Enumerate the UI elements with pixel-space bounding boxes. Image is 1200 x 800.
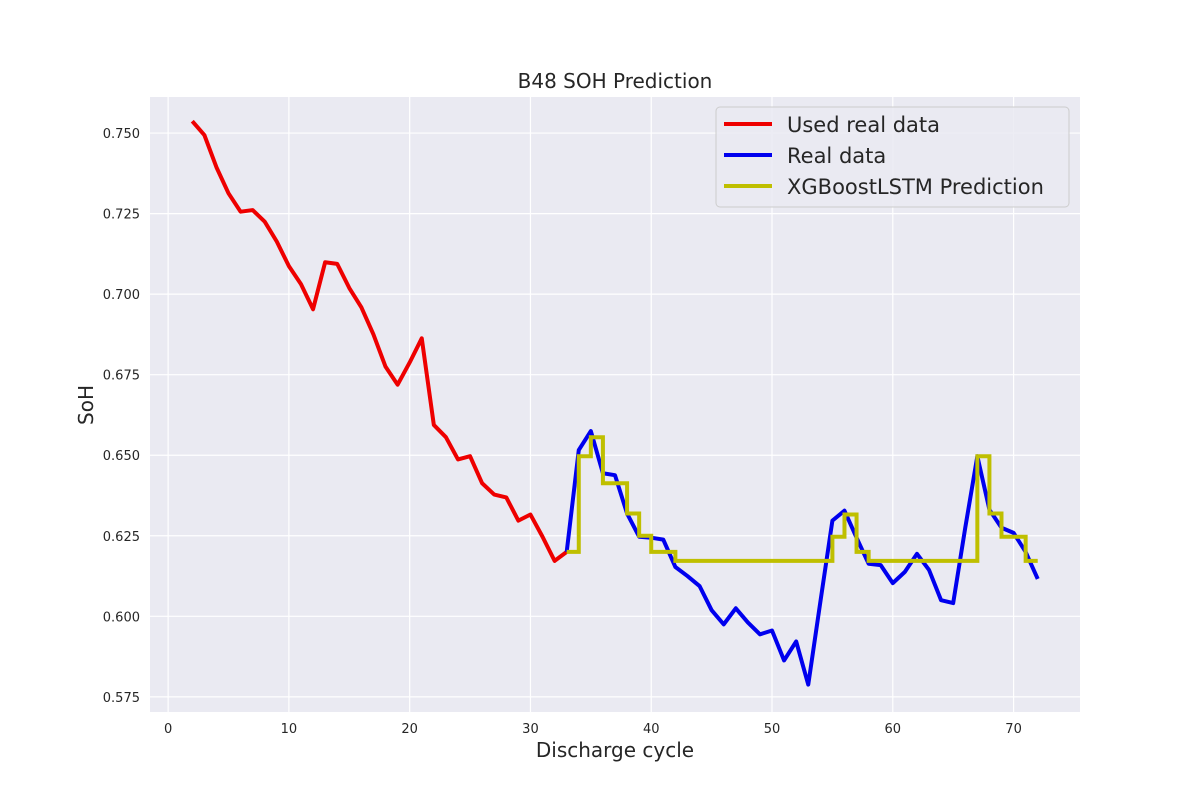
legend-box bbox=[715, 106, 1070, 208]
legend-label-xgboostlstm-prediction: XGBoostLSTM Prediction bbox=[787, 175, 1044, 199]
y-tick-label: 0.625 bbox=[103, 530, 140, 545]
chart-title: B48 SOH Prediction bbox=[518, 69, 713, 93]
legend-label-real-data: Real data bbox=[787, 144, 886, 168]
x-tick-label: 30 bbox=[522, 722, 539, 737]
x-tick-label: 70 bbox=[1005, 722, 1022, 737]
legend: Used real data Real data XGBoostLSTM Pre… bbox=[715, 106, 1070, 208]
y-tick-label: 0.700 bbox=[103, 288, 140, 303]
x-tick-label: 60 bbox=[885, 722, 902, 737]
y-axis-title: SoH bbox=[74, 385, 98, 425]
y-tick-label: 0.725 bbox=[103, 208, 140, 223]
series-line-xgboostlstm-prediction bbox=[566, 435, 1038, 563]
y-tick-label: 0.650 bbox=[103, 449, 140, 464]
x-tick-label: 40 bbox=[643, 722, 660, 737]
legend-label-used-real-data: Used real data bbox=[787, 113, 940, 137]
series-layer bbox=[190, 119, 1040, 687]
y-tick-label: 0.675 bbox=[103, 369, 140, 384]
x-tick-label: 0 bbox=[164, 722, 172, 737]
series-line-used-real-data bbox=[190, 119, 568, 563]
y-tick-label: 0.575 bbox=[103, 691, 140, 706]
x-tick-label: 20 bbox=[401, 722, 418, 737]
x-tick-label: 50 bbox=[764, 722, 781, 737]
y-tick-label: 0.750 bbox=[103, 127, 140, 142]
x-tick-label: 10 bbox=[281, 722, 298, 737]
y-tick-label: 0.600 bbox=[103, 610, 140, 625]
tick-labels: 0 10 20 30 40 50 60 70 0.575 0.600 0.625 0.650 0.675… bbox=[103, 127, 1022, 737]
x-axis-title: Discharge cycle bbox=[536, 738, 694, 762]
